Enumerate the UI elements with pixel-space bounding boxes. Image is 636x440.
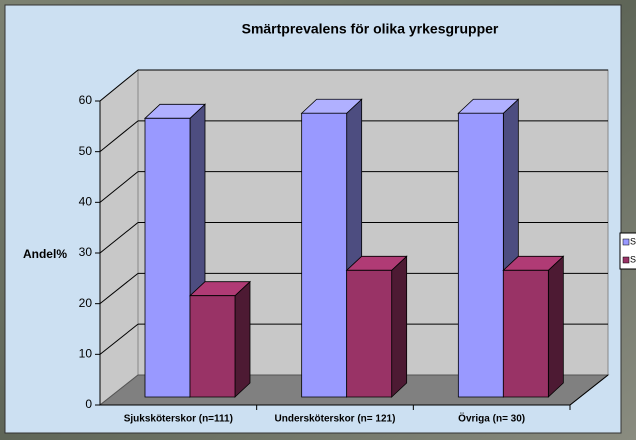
bar-side (234, 280, 251, 398)
bar-side (547, 255, 564, 398)
x-tick-label: Sjuksköterskor (n=111) (124, 414, 233, 425)
bar-front (144, 117, 191, 398)
grid-line (99, 323, 139, 355)
y-tick-label: 50 (79, 144, 93, 158)
y-tick-label: 40 (79, 195, 93, 209)
legend-swatch (622, 256, 630, 264)
legend-label: S (630, 236, 636, 246)
legend-label: S (630, 254, 636, 264)
grid-line (99, 69, 139, 102)
y-tick-label: 0 (85, 397, 92, 411)
legend-swatch (622, 238, 630, 246)
y-tick-label: 10 (79, 347, 93, 361)
grid-line (99, 272, 139, 305)
y-tick-label: 20 (79, 296, 93, 310)
x-tick-label: Övriga (n= 30) (458, 412, 525, 425)
floor-edge (569, 374, 609, 406)
grid-line (99, 222, 139, 254)
bar-side (391, 255, 408, 398)
bar (345, 255, 408, 398)
bar-front (502, 269, 549, 398)
bar-front (301, 112, 348, 398)
bar-front (346, 269, 393, 398)
chart-title: Smärtprevalens för olika yrkesgrupper (242, 21, 499, 37)
bar (188, 280, 252, 398)
bar-front (457, 112, 504, 398)
y-axis-label: Andel% (23, 247, 67, 261)
y-tick-label: 30 (79, 245, 93, 259)
bar-front (189, 295, 236, 398)
x-tick-label: Undersköterskor (n= 121) (275, 414, 396, 425)
bar (502, 255, 565, 398)
grid-line (99, 171, 139, 203)
y-tick-label: 60 (79, 93, 93, 107)
grid-line (99, 120, 139, 153)
